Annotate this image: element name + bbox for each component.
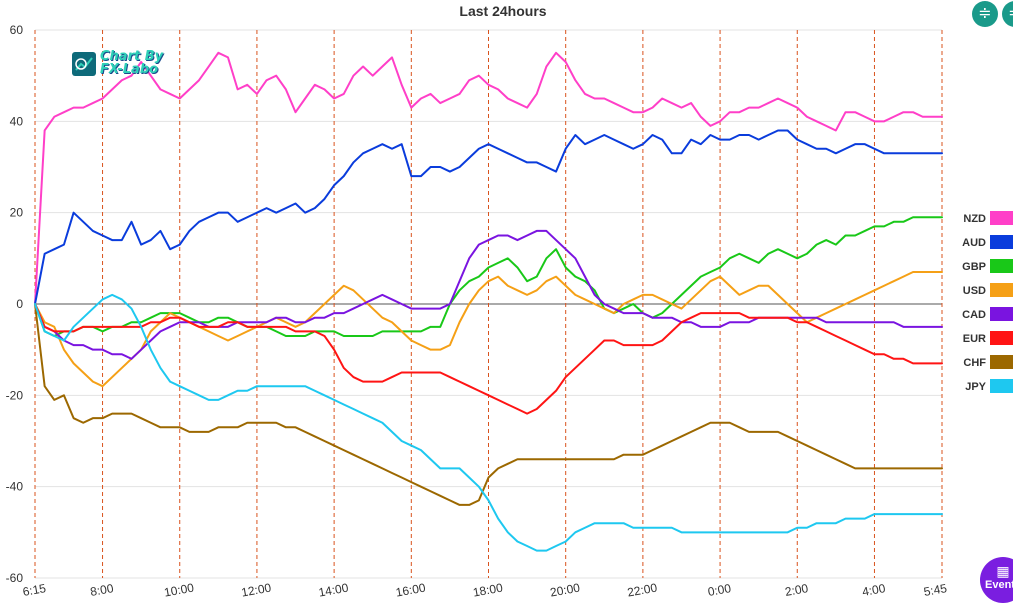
- y-tick-label: -20: [6, 388, 24, 402]
- y-tick-label: 0: [16, 297, 23, 311]
- grid-layer: [34, 29, 943, 579]
- x-tick-label: 10:00: [163, 581, 195, 600]
- collapse-icon: ≑: [978, 5, 992, 22]
- x-tick-label: 0:00: [707, 581, 733, 599]
- series-line-nzd: [34, 51, 943, 305]
- legend-swatch-usd: [990, 283, 1013, 297]
- x-tick-label: 20:00: [549, 581, 581, 600]
- series-line-eur: [34, 303, 943, 415]
- events-label: Event: [985, 579, 1013, 591]
- y-tick-label: -40: [6, 480, 24, 494]
- x-tick-label: 16:00: [395, 581, 427, 600]
- x-tick-label: 8:00: [89, 581, 115, 599]
- y-tick-label: 20: [10, 206, 24, 220]
- logo: Chart By FX-Labo: [72, 50, 172, 80]
- series-line-aud: [34, 129, 943, 305]
- legend-label-eur: EUR: [963, 333, 986, 345]
- legend-swatch-gbp: [990, 259, 1013, 273]
- legend-swatch-cad: [990, 307, 1013, 321]
- axis-layer: 60 40 20 0 -20 -40 -606:15 8:00 10:00 12:00 14:00 1…: [6, 23, 949, 600]
- x-tick-label: 6:15: [22, 581, 48, 599]
- x-tick-label: 18:00: [472, 581, 504, 600]
- legend-label-aud: AUD: [962, 237, 986, 249]
- x-tick-label: 14:00: [317, 581, 349, 600]
- y-tick-label: 60: [10, 23, 24, 37]
- legend-swatch-jpy: [990, 379, 1013, 393]
- x-tick-label: 5:45: [923, 581, 949, 599]
- series-layer: [34, 51, 943, 552]
- legend-label-jpy: JPY: [965, 381, 986, 393]
- legend-swatch-chf: [990, 355, 1013, 369]
- y-tick-label: -60: [6, 571, 24, 585]
- legend-label-cad: CAD: [962, 309, 986, 321]
- x-tick-label: 12:00: [240, 581, 272, 600]
- series-line-gbp: [34, 216, 943, 337]
- expand-icon: ≑: [1008, 5, 1013, 22]
- series-line-jpy: [34, 293, 943, 552]
- series-line-chf: [34, 303, 943, 506]
- x-tick-label: 2:00: [784, 581, 810, 599]
- calendar-icon: ▦: [996, 563, 1010, 579]
- events-button[interactable]: ▦ Event: [980, 557, 1013, 603]
- chart-title: Last 24hours: [459, 3, 546, 19]
- legend-swatch-eur: [990, 331, 1013, 345]
- legend: NZD AUD GBP USD CAD EUR CHF JPY: [962, 211, 1013, 393]
- legend-label-usd: USD: [963, 285, 986, 297]
- expand-button[interactable]: ≑: [1002, 1, 1013, 27]
- series-line-cad: [34, 229, 943, 360]
- legend-swatch-aud: [990, 235, 1013, 249]
- y-tick-label: 40: [10, 114, 24, 128]
- legend-swatch-nzd: [990, 211, 1013, 225]
- logo-line2: FX-Labo: [100, 62, 159, 77]
- legend-label-chf: CHF: [963, 357, 986, 369]
- logo-text: Chart By FX-Labo: [100, 50, 163, 76]
- legend-label-nzd: NZD: [963, 213, 986, 225]
- legend-label-gbp: GBP: [962, 261, 986, 273]
- collapse-button[interactable]: ≑: [972, 1, 998, 27]
- logo-chart-icon: [72, 52, 96, 76]
- x-tick-label: 4:00: [861, 581, 887, 599]
- x-tick-label: 22:00: [626, 581, 658, 600]
- logo-line1: Chart By: [100, 49, 164, 64]
